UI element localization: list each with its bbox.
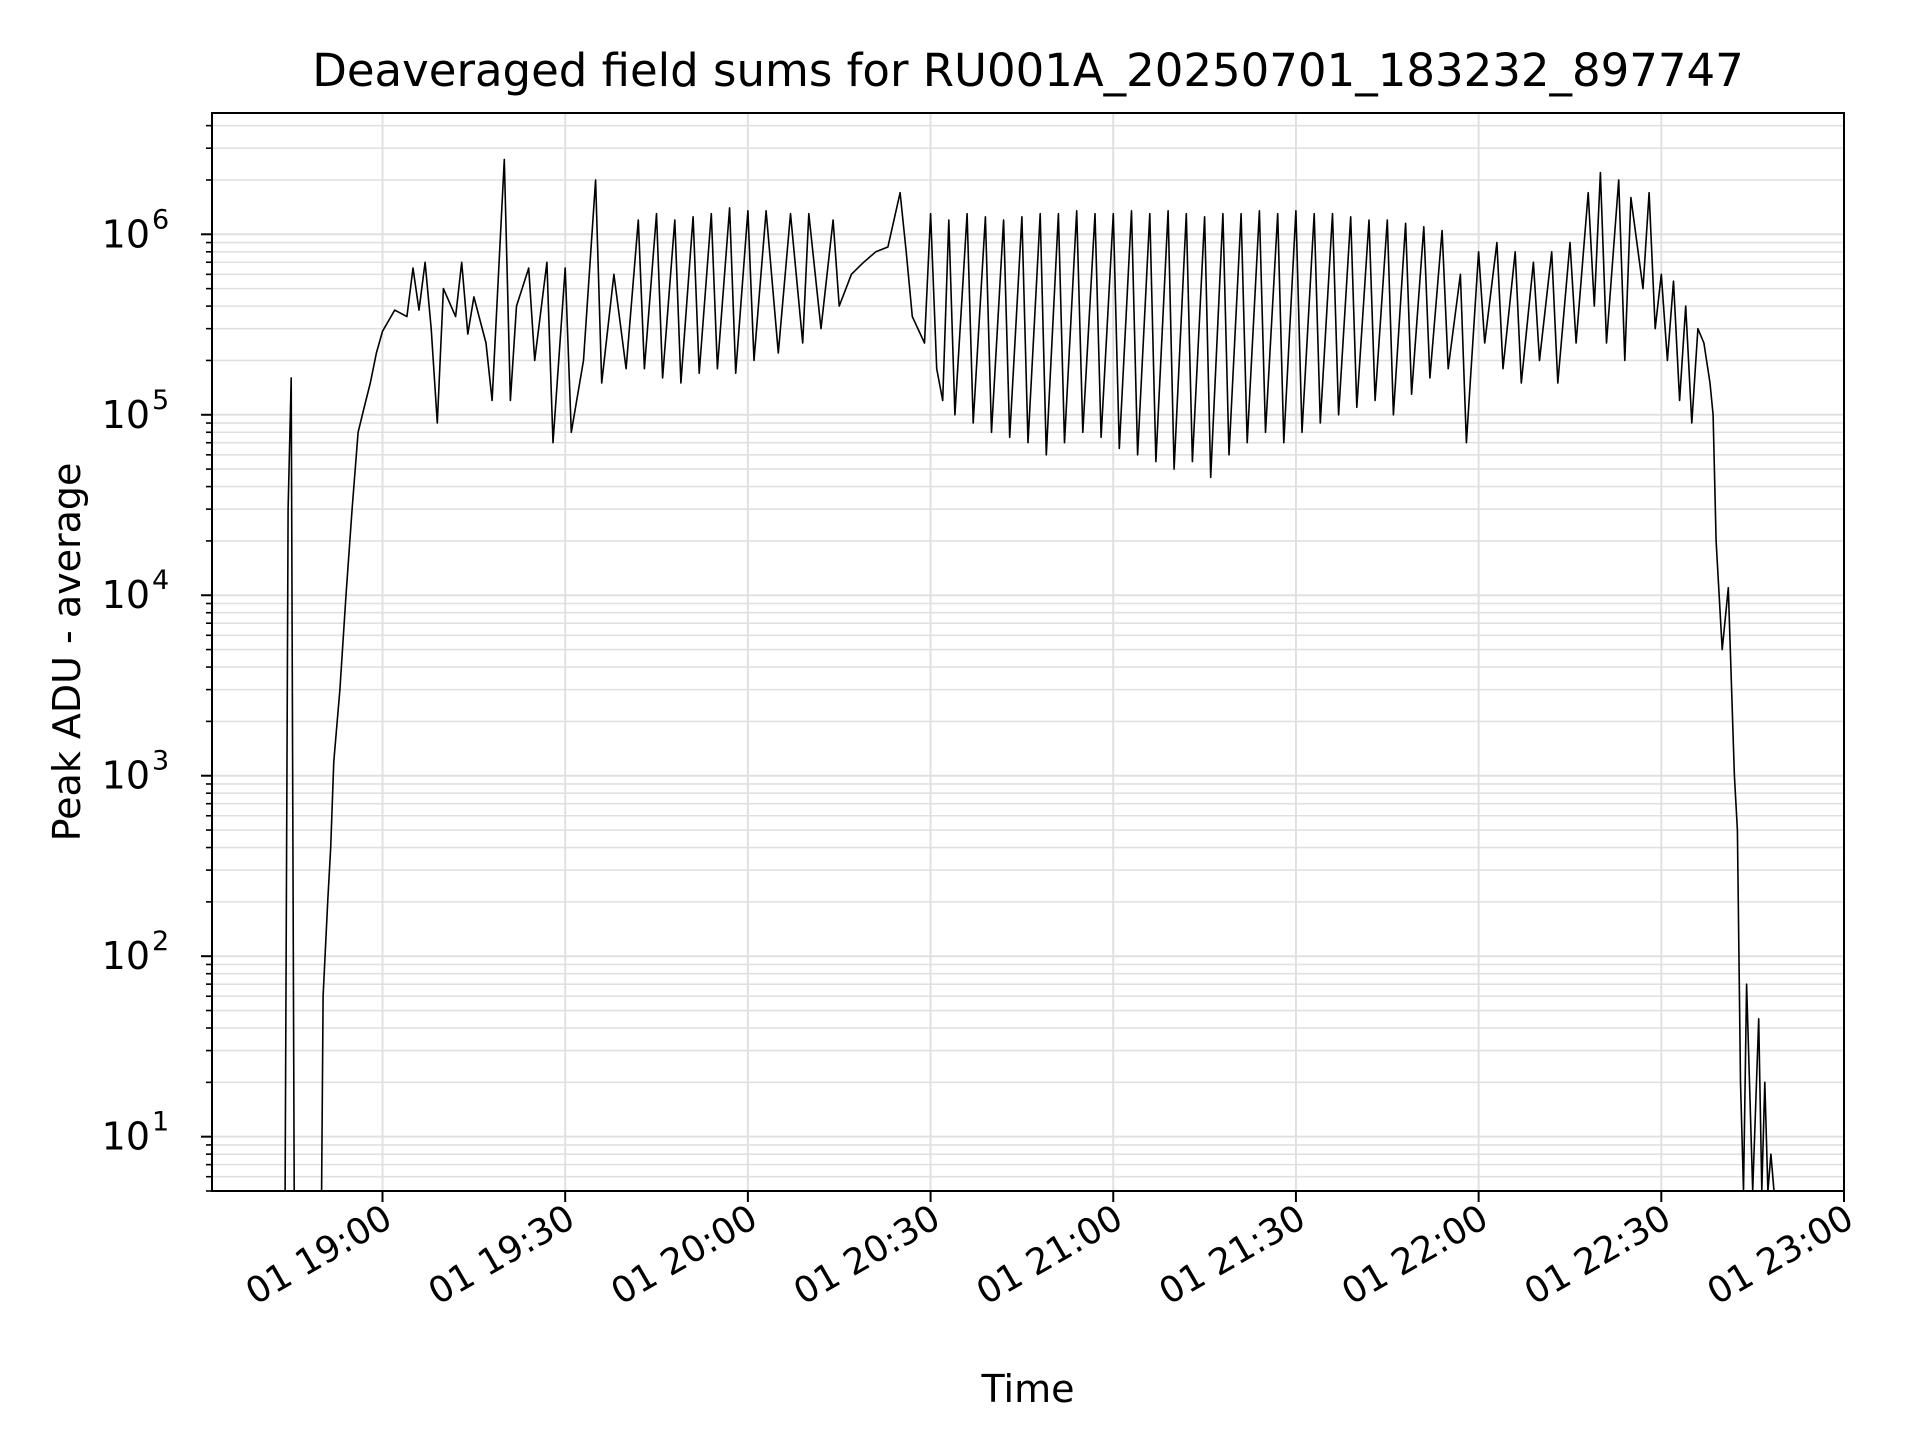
y-tick-label: 10 <box>102 212 150 256</box>
series-layer <box>284 158 1775 1192</box>
y-tick-exponent: 1 <box>152 1107 169 1138</box>
y-tick-exponent: 3 <box>152 746 169 777</box>
chart-title: Deaveraged field sums for RU001A_2025070… <box>312 44 1744 97</box>
y-tick-label: 10 <box>102 754 150 798</box>
series-line <box>284 158 1775 1192</box>
y-tick-label: 10 <box>102 1115 150 1159</box>
y-tick-exponent: 2 <box>152 926 169 957</box>
y-tick-exponent: 4 <box>152 565 169 596</box>
y-gridlines <box>212 124 1844 1192</box>
x-axis-label: Time <box>981 1367 1075 1411</box>
y-tick-label: 10 <box>102 393 150 437</box>
y-tick-exponent: 5 <box>152 385 169 416</box>
plot-frame <box>211 112 1845 1192</box>
y-axis-label: Peak ADU - average <box>45 463 89 842</box>
y-tick-label: 10 <box>102 934 150 978</box>
x-gridlines <box>381 113 1845 1191</box>
y-tick-exponent: 6 <box>152 204 169 235</box>
y-tick-label: 10 <box>102 573 150 617</box>
